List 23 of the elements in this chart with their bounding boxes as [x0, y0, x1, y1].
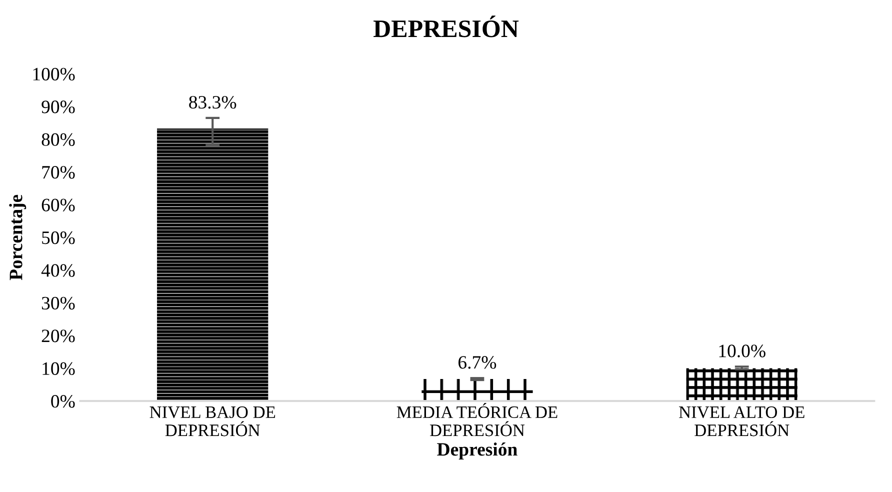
data-label: 10.0% [719, 344, 766, 358]
x-tick-label: MEDIA TEÓRICA DE DEPRESIÓN [396, 403, 558, 436]
y-tick-label: 30% [42, 296, 75, 310]
y-tick-label: 60% [42, 198, 75, 212]
y-tick-label: 100% [33, 68, 75, 81]
y-tick-label: 90% [42, 100, 75, 114]
bar [686, 368, 798, 401]
x-axis-title: Depresión [437, 442, 518, 460]
bar [157, 128, 268, 401]
y-tick-label: 80% [42, 133, 75, 146]
x-tick-label: NIVEL ALTO DE DEPRESIÓN [679, 406, 804, 436]
y-tick-label: 0% [51, 395, 75, 408]
data-label: 6.7% [458, 356, 496, 369]
y-tick-label: 20% [42, 330, 75, 342]
x-tick-label: NIVEL BAJO DE DEPRESIÓN [150, 406, 276, 436]
y-tick-label: 70% [42, 166, 75, 179]
y-tick-label: 10% [42, 362, 75, 376]
y-tick-label: 40% [41, 264, 75, 277]
y-tick-label: 50% [42, 231, 75, 244]
bar [422, 379, 533, 401]
y-axis-title: Porcentaje [9, 194, 26, 280]
chart-title: DEPRESIÓN [374, 16, 519, 38]
data-label: 83.3% [189, 96, 236, 109]
